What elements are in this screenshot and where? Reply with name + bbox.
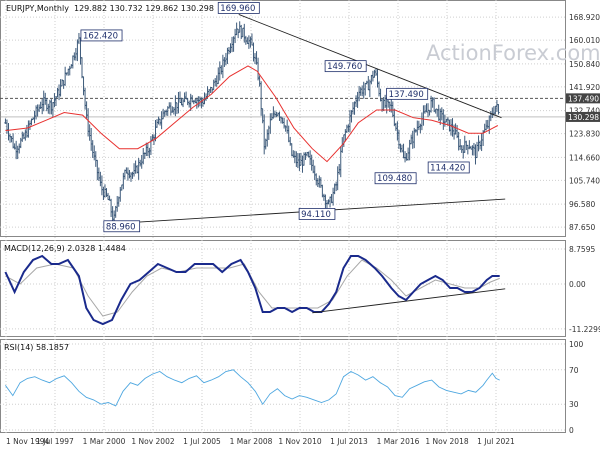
price-label-box — [217, 2, 260, 14]
resistance-price-box — [566, 93, 600, 104]
x-tick-label: 1 Nov 2018 — [425, 437, 468, 446]
rsi-panel-title: RSI(14) 58.1857 — [4, 343, 69, 352]
macd-signal-line — [5, 259, 500, 317]
x-tick-label: 1 Jul 2021 — [477, 437, 515, 446]
price-panel-title: EURJPY,Monthly — [6, 4, 69, 13]
price-label-box — [80, 29, 123, 42]
watermark: ActionForex.com — [426, 41, 600, 65]
price-y-tick-label: 168.920 — [569, 13, 600, 22]
macd-line — [4, 254, 500, 326]
macd-layer — [4, 254, 506, 326]
price-y-tick-label: 96.580 — [569, 200, 595, 209]
price-y-tick-label: 141.920 — [569, 83, 600, 92]
macd-panel-title: MACD(12,26,9) 2.0328 1.4484 — [4, 244, 126, 253]
price-y-tick-label: 150.840 — [569, 60, 600, 69]
rsi-y-tick-label: 30 — [569, 400, 579, 409]
price-label-box — [427, 161, 470, 174]
price-label: 114.420 — [430, 163, 465, 173]
price-y-tick-label: 160.010 — [569, 36, 600, 45]
x-tick-label: 1 Jul 2013 — [330, 437, 368, 446]
price-label-box — [298, 208, 336, 220]
price-label-box — [374, 172, 417, 185]
x-tick-label: 1 Mar 2008 — [230, 437, 273, 446]
x-tick-label: 1 Nov 1994 — [6, 437, 49, 446]
price-trendline — [238, 14, 502, 119]
macd-y-tick-label: 8.7595 — [569, 245, 595, 254]
macd-trendline — [312, 288, 506, 314]
resistance-price-label: 137.490 — [568, 94, 599, 103]
price-layer — [0, 14, 565, 225]
x-tick-label: 1 Nov 2002 — [131, 437, 174, 446]
price-label: 109.480 — [377, 174, 412, 184]
price-label-box — [386, 87, 429, 100]
rsi-y-tick-label: 70 — [569, 366, 579, 375]
price-label: 169.960 — [220, 4, 255, 14]
price-label: 137.490 — [389, 90, 424, 100]
current-price-box — [566, 111, 600, 122]
price-y-tick-label: 114.660 — [569, 153, 600, 162]
ohlc-header: 129.882 130.732 129.862 130.298 — [74, 4, 214, 13]
x-tick-label: 1 Mar 2000 — [83, 437, 126, 446]
rsi-panel — [0, 339, 566, 433]
rsi-line — [5, 369, 500, 407]
label-layer: 162.420 169.960 149.760 137.490 109.480 114.4… — [80, 2, 470, 233]
price-y-tick-label: 132.740 — [569, 107, 600, 116]
price-y-tick-label: 87.650 — [569, 223, 595, 232]
current-price-label: 130.298 — [568, 113, 599, 122]
x-tick-label: 1 Jul 2005 — [183, 437, 221, 446]
axis-layer: 168.920 160.010 150.840 141.920 132.740 123.8… — [6, 13, 600, 446]
price-label: 88.960 — [106, 222, 136, 232]
macd-panel — [0, 240, 566, 337]
price-label-box — [103, 220, 141, 233]
price-panel — [0, 0, 566, 237]
macd-y-tick-label: 0.00 — [569, 280, 586, 289]
price-label: 149.760 — [327, 62, 362, 72]
price-label-box — [324, 60, 367, 73]
x-tick-label: 1 Nov 2010 — [278, 437, 321, 446]
price-label: 162.420 — [83, 31, 118, 41]
rsi-layer — [5, 369, 500, 407]
x-tick-label: 1 Jul 1997 — [36, 437, 74, 446]
x-tick-label: 1 Mar 2016 — [377, 437, 420, 446]
price-y-tick-label: 105.740 — [569, 176, 600, 185]
moving-average-line — [5, 65, 499, 163]
macd-y-tick-label: -11.2299 — [569, 325, 600, 334]
rsi-y-tick-label: 100 — [569, 340, 584, 349]
price-y-tick-label: 123.830 — [569, 130, 600, 139]
price-label: 94.110 — [301, 210, 331, 220]
rsi-y-tick-label: 0 — [569, 426, 574, 435]
